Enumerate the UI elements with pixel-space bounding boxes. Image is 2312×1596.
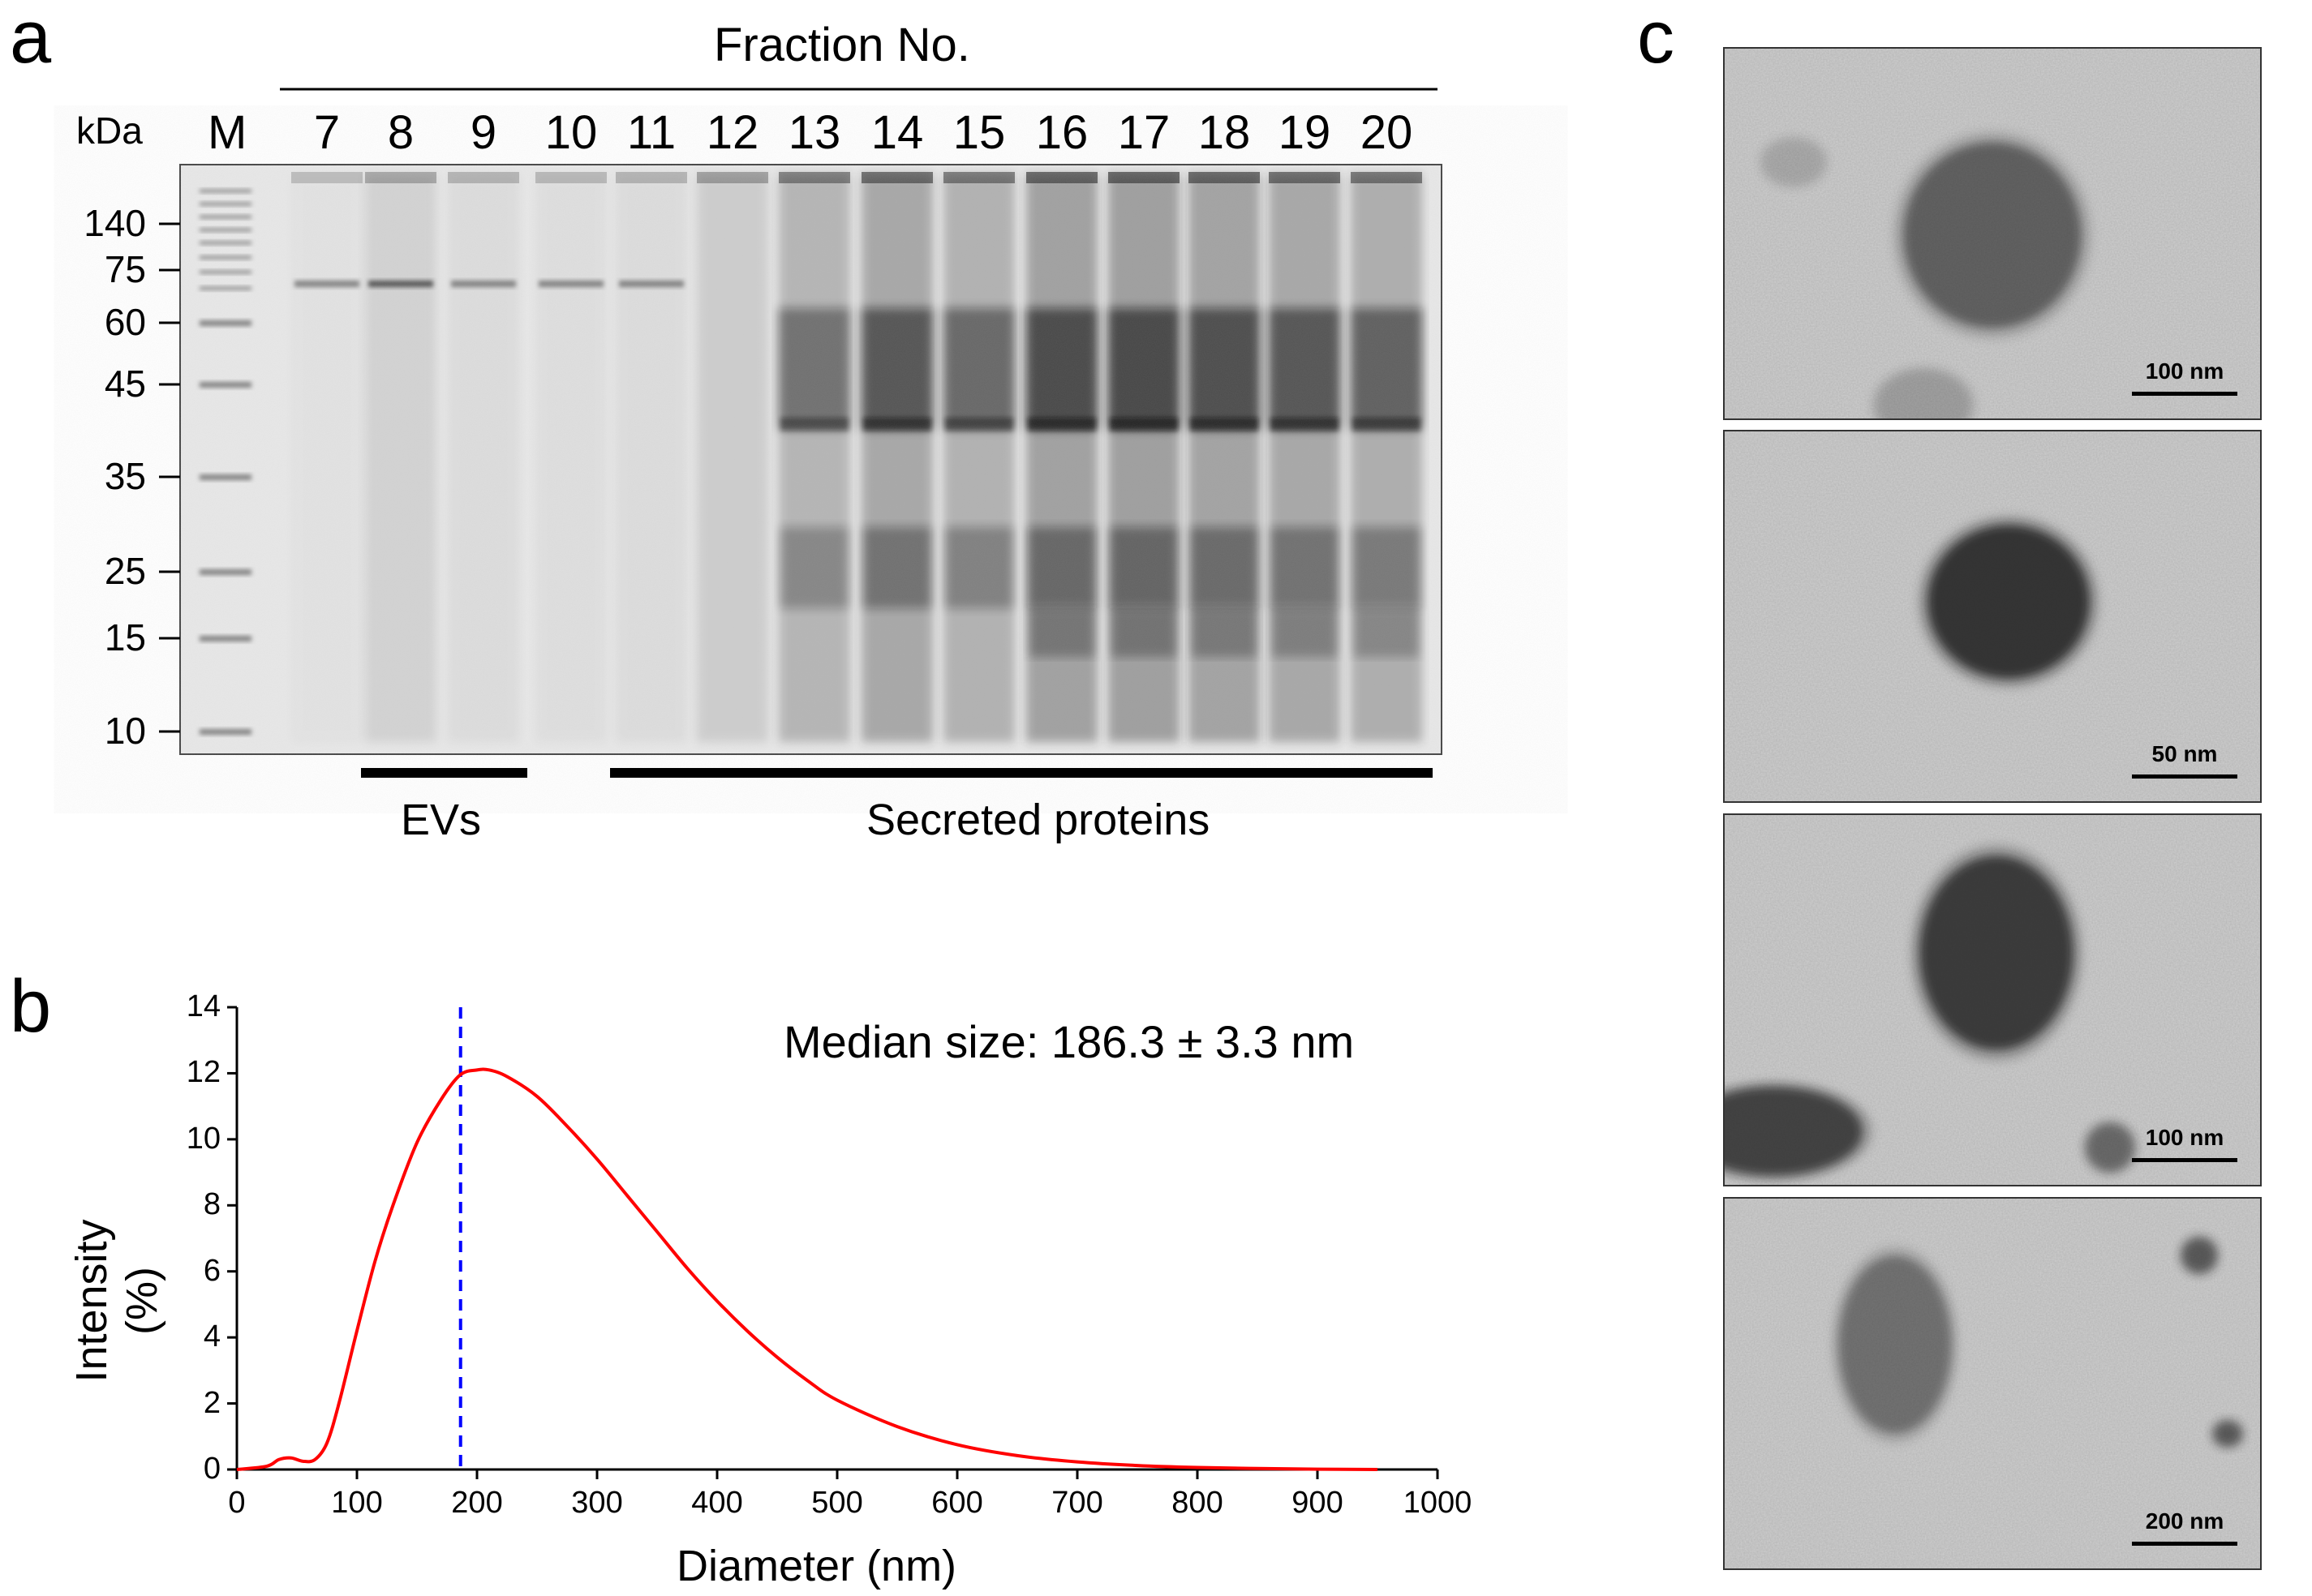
secreted-group-label: Secreted proteins	[866, 796, 1210, 844]
x-tick-label: 600	[931, 1486, 983, 1520]
y-tick-label: 8	[203, 1187, 221, 1222]
y-axis-title: Intensity (%)	[67, 1219, 166, 1383]
tem-micrograph: 100 nm	[1723, 813, 2262, 1186]
x-tick-label: 400	[691, 1486, 743, 1520]
mw-label: 15	[104, 616, 146, 659]
y-tick-label: 4	[203, 1319, 221, 1354]
y-tick-label: 0	[203, 1452, 221, 1486]
median-size-annotation: Median size: 186.3 ± 3.3 nm	[784, 1016, 1355, 1067]
vesicle	[1927, 525, 2090, 679]
lane-label: 12	[706, 106, 759, 159]
x-tick-label: 0	[228, 1486, 246, 1520]
y-tick-label: 10	[186, 1121, 221, 1156]
marker-lane-label: M	[208, 106, 247, 159]
y-tick-label: 2	[203, 1385, 221, 1420]
lane-label: 19	[1278, 106, 1331, 159]
chart-series	[236, 1007, 1378, 1471]
mw-label: 75	[104, 248, 146, 290]
scale-bar-label: 200 nm	[2145, 1508, 2224, 1534]
mw-label: 60	[104, 301, 146, 343]
mw-ticks	[159, 222, 180, 733]
lane-label: 13	[788, 106, 841, 159]
x-tick-label: 500	[811, 1486, 863, 1520]
lane-label: 16	[1035, 106, 1089, 159]
lane-label: 11	[626, 106, 677, 159]
x-tick-label: 800	[1171, 1486, 1223, 1520]
y-tick-label: 6	[203, 1253, 221, 1288]
lane-label: 7	[313, 106, 341, 159]
vesicle	[1919, 856, 2073, 1050]
tem-micrograph: 200 nm	[1723, 1197, 2262, 1570]
vesicle	[1903, 142, 2082, 328]
mw-label: 45	[104, 363, 146, 405]
scale-bar-label: 50 nm	[2151, 741, 2218, 766]
kda-label: kDa	[76, 109, 143, 152]
lane-label: 8	[387, 106, 415, 159]
chart-axes	[227, 1006, 1439, 1479]
tem-micrograph: 100 nm	[1723, 47, 2262, 420]
fraction-header: Fraction No.	[714, 19, 970, 71]
scale-bar	[2132, 774, 2237, 779]
lane-label: 18	[1197, 106, 1251, 159]
panel-a-letter: a	[10, 0, 52, 79]
vesicle	[1875, 369, 1972, 418]
gel-figure	[159, 88, 1442, 778]
mw-label: 25	[104, 550, 146, 592]
panel-b-letter: b	[10, 965, 52, 1048]
vesicle	[1761, 138, 1826, 187]
scale-bar	[2132, 1158, 2237, 1162]
scale-bar	[2132, 392, 2237, 396]
scale-bar-label: 100 nm	[2145, 358, 2224, 384]
lane-label: 15	[952, 106, 1006, 159]
tem-image	[1725, 431, 2260, 801]
tem-image	[1725, 815, 2260, 1185]
lane-label: 17	[1117, 106, 1171, 159]
size-distribution-chart	[227, 1006, 1439, 1479]
evs-group-label: EVs	[401, 796, 482, 844]
lane-label: 20	[1360, 106, 1413, 159]
vesicle	[1838, 1255, 1952, 1434]
lane-label: 9	[470, 106, 497, 159]
y-tick-label: 12	[186, 1055, 221, 1090]
x-tick-label: 700	[1051, 1486, 1103, 1520]
x-tick-label: 900	[1291, 1486, 1343, 1520]
scale-bar	[2132, 1542, 2237, 1546]
scale-bar-label: 100 nm	[2145, 1125, 2224, 1150]
mw-label: 35	[104, 455, 146, 497]
vesicle	[2181, 1238, 2217, 1273]
tem-micrograph: 50 nm	[1723, 430, 2262, 803]
lane-label: 10	[544, 106, 598, 159]
tem-image	[1725, 49, 2260, 418]
vesicle	[1725, 1087, 1863, 1176]
mw-label: 10	[104, 710, 146, 752]
x-tick-label: 300	[571, 1486, 623, 1520]
intensity-curve	[236, 1067, 1378, 1471]
x-tick-label: 200	[451, 1486, 503, 1520]
vesicle	[2086, 1123, 2134, 1172]
panel-c-letter: c	[1637, 0, 1674, 79]
x-axis-title: Diameter (nm)	[677, 1542, 957, 1590]
x-tick-label: 100	[331, 1486, 383, 1520]
tem-image	[1725, 1199, 2260, 1568]
x-tick-label: 1000	[1403, 1486, 1472, 1520]
mw-label: 140	[84, 202, 146, 244]
vesicle	[2213, 1421, 2242, 1447]
y-tick-label: 14	[186, 989, 221, 1023]
lane-label: 14	[870, 106, 924, 159]
